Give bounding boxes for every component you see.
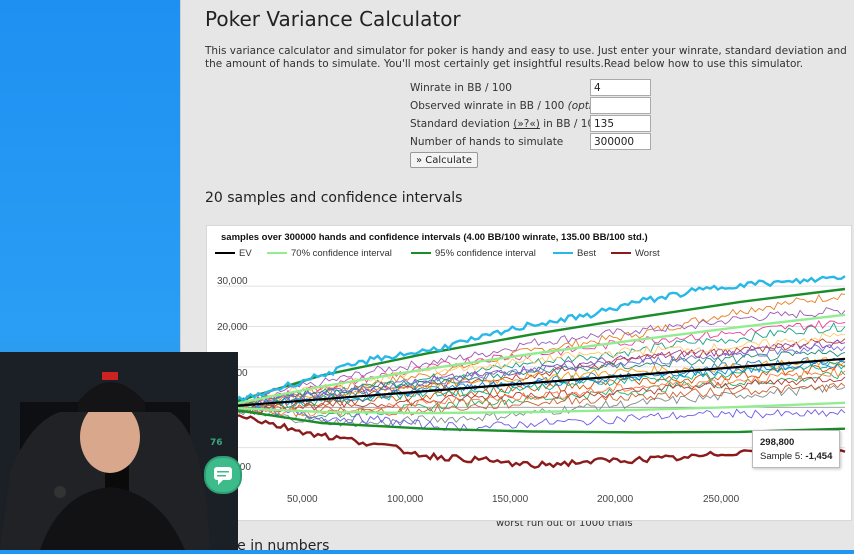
chart-tooltip: 298,800 Sample 5: -1,454 xyxy=(752,430,840,468)
legend-ev-label: EV xyxy=(239,248,252,259)
tooltip-label: Sample 5: xyxy=(760,451,803,462)
x-tick-label: 150,000 xyxy=(492,494,529,505)
sample-line-8 xyxy=(216,370,846,419)
legend-ci70-swatch xyxy=(267,252,287,255)
chat-bubble-icon xyxy=(214,467,232,485)
legend-worst-swatch xyxy=(611,252,631,255)
tooltip-x: 298,800 xyxy=(760,437,795,448)
sample-line-20 xyxy=(216,382,846,416)
streamer-video xyxy=(0,352,238,550)
legend-ev[interactable]: EV xyxy=(215,248,252,259)
variance-chart[interactable]: samples over 300000 hands and confidence… xyxy=(206,225,852,521)
x-tick-label: 50,000 xyxy=(287,494,318,505)
best-line xyxy=(216,275,846,409)
stddev-label-pre: Standard deviation xyxy=(410,118,510,130)
observed-label: Observed winrate in BB / 100 (optional) xyxy=(410,100,618,112)
tooltip-series: Sample 5: -1,454 xyxy=(760,451,832,462)
stddev-help-link[interactable]: (»?«) xyxy=(513,118,540,130)
stddev-label-post: in BB / 100 xyxy=(543,118,601,130)
sample-line-1 xyxy=(216,293,846,410)
chat-count: 76 xyxy=(210,438,223,448)
stddev-label: Standard deviation (»?«) in BB / 100 xyxy=(410,118,601,130)
winrate-input[interactable] xyxy=(590,79,651,96)
ci70-lower-line xyxy=(216,401,846,415)
y-tick-label: 20,000 xyxy=(217,322,248,333)
legend-ci70-label: 70% confidence interval xyxy=(291,248,392,259)
page-title: Poker Variance Calculator xyxy=(205,7,461,31)
legend-ci95-swatch xyxy=(411,252,431,255)
tooltip-value: -1,454 xyxy=(805,451,833,462)
legend-ev-swatch xyxy=(215,252,235,255)
chart-plot-area: 0 xyxy=(216,275,846,469)
chat-icon[interactable] xyxy=(204,456,242,494)
x-tick-label: 250,000 xyxy=(703,494,740,505)
legend-best-swatch xyxy=(553,252,573,255)
sample-line-7 xyxy=(216,339,846,409)
sample-line-18 xyxy=(216,366,846,417)
intro-text: This variance calculator and simulator f… xyxy=(205,45,847,70)
legend-best-label: Best xyxy=(577,248,597,259)
section-title: 20 samples and confidence intervals xyxy=(205,190,463,206)
sample-line-2 xyxy=(216,307,846,408)
worst-line xyxy=(216,406,846,469)
sample-line-12 xyxy=(216,361,846,413)
hands-input[interactable] xyxy=(590,133,651,150)
winrate-label: Winrate in BB / 100 xyxy=(410,82,512,94)
legend-ci95[interactable]: 95% confidence interval xyxy=(411,248,536,259)
calculate-button[interactable]: » Calculate xyxy=(410,152,479,168)
ev-line xyxy=(216,357,846,409)
observed-label-text: Observed winrate in BB / 100 xyxy=(410,100,565,112)
y-tick-label: 30,000 xyxy=(217,276,248,287)
sample-line-16 xyxy=(216,376,846,414)
legend-worst[interactable]: Worst xyxy=(611,248,660,259)
ci95-lower-line xyxy=(216,406,846,434)
hands-label: Number of hands to simulate xyxy=(410,136,564,148)
observed-winrate-input[interactable] xyxy=(590,97,651,114)
legend-ci95-label: 95% confidence interval xyxy=(435,248,536,259)
x-tick-label: 200,000 xyxy=(597,494,634,505)
x-tick-label: 100,000 xyxy=(387,494,424,505)
ci70-upper-line xyxy=(216,313,846,409)
sample-line-6 xyxy=(216,363,846,414)
webcam-overlay xyxy=(0,352,238,550)
chart-title: samples over 300000 hands and confidence… xyxy=(221,232,648,243)
legend-best[interactable]: Best xyxy=(553,248,596,259)
stddev-input[interactable] xyxy=(590,115,651,132)
legend-worst-label: Worst xyxy=(635,248,660,259)
sample-line-13 xyxy=(216,405,846,432)
sample-line-17 xyxy=(216,349,846,409)
sample-line-19 xyxy=(216,344,846,411)
legend-ci70[interactable]: 70% confidence interval xyxy=(267,248,392,259)
